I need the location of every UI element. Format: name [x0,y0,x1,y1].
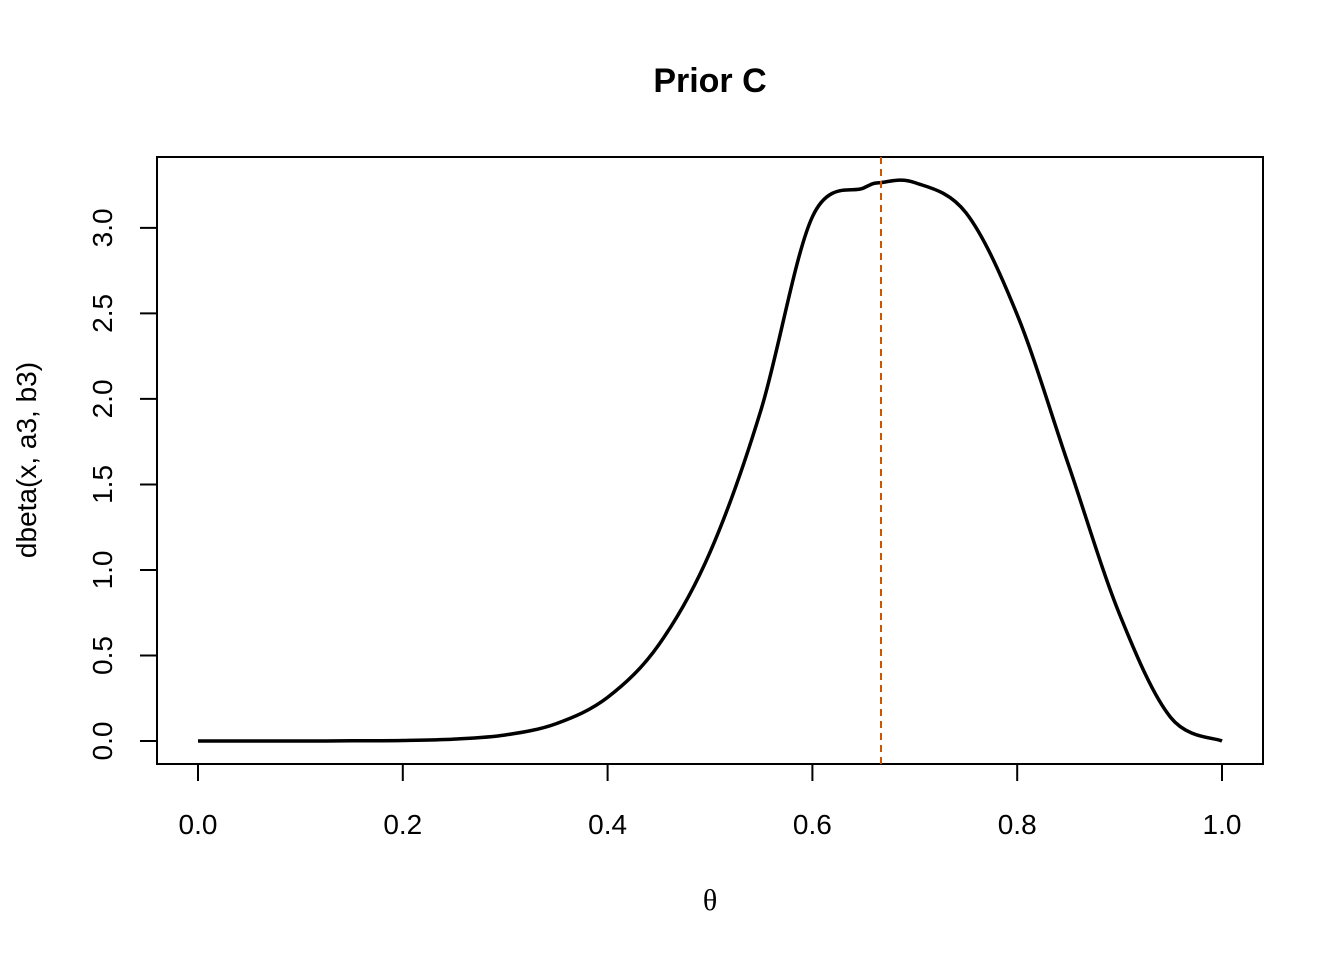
plot-frame [156,156,1264,765]
x-tick-label: 1.0 [1203,809,1242,840]
x-tick-label: 0.6 [793,809,832,840]
x-tick-label: 0.4 [588,809,627,840]
y-axis: 0.0 0.5 1.0 1.5 2.0 2.5 3.0 [87,208,158,761]
y-axis-label: dbeta(x, a3, b3) [11,362,42,558]
density-curve [198,178,1223,743]
y-tick-label: 0.5 [87,636,118,675]
x-axis: 0.0 0.2 0.4 0.6 0.8 1.0 [179,763,1242,840]
x-tick-label: 0.8 [998,809,1037,840]
x-tick-label: 0.2 [383,809,422,840]
y-tick-label: 0.0 [87,722,118,761]
y-tick-label: 1.0 [87,550,118,589]
y-tick-label: 2.0 [87,379,118,418]
x-tick-label: 0.0 [179,809,218,840]
y-tick-label: 1.5 [87,465,118,504]
y-tick-label: 2.5 [87,294,118,333]
x-axis-label: θ [703,884,717,917]
y-tick-label: 3.0 [87,208,118,247]
chart-title: Prior C [653,62,766,100]
